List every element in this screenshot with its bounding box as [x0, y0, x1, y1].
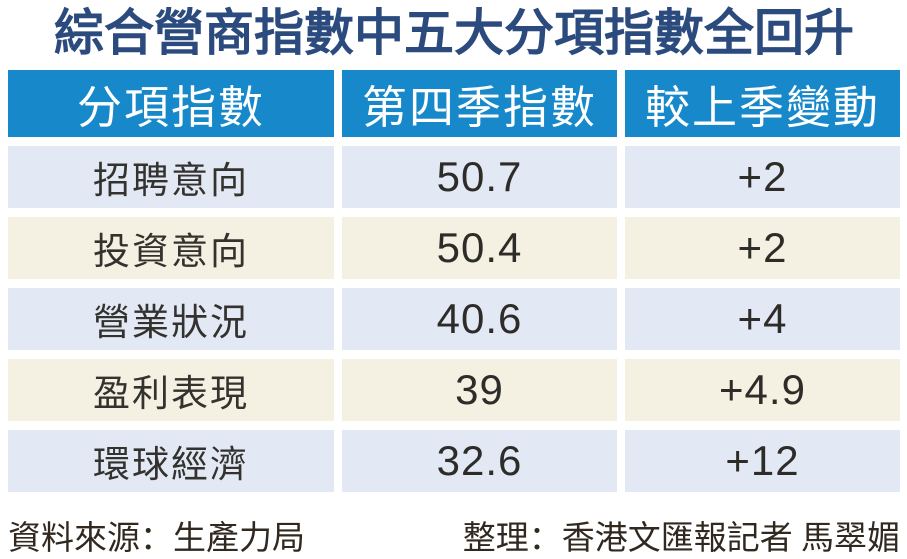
row-1-category: 招聘意向 — [8, 146, 334, 208]
footer-source: 資料來源：生產力局 — [8, 521, 305, 557]
row-2-category: 投資意向 — [8, 217, 334, 279]
row-5-qoq-change: +12 — [625, 430, 900, 492]
row-3-q4-index: 40.6 — [342, 288, 617, 350]
column-header-qoq-change: 較上季變動 — [625, 70, 900, 137]
row-4-category: 盈利表現 — [8, 359, 334, 421]
footer: 資料來源：生產力局 整理：香港文匯報記者 馬翠媚 — [8, 511, 900, 559]
page-title: 綜合營商指數中五大分項指數全回升 — [54, 5, 854, 61]
row-2-qoq-change: +2 — [625, 217, 900, 279]
row-1-q4-index: 50.7 — [342, 146, 617, 208]
row-5-q4-index: 32.6 — [342, 430, 617, 492]
business-index-table: 分項指數 第四季指數 較上季變動 招聘意向 50.7 +2 投資意向 50.4 … — [8, 70, 900, 492]
footer-credit: 整理：香港文匯報記者 馬翠媚 — [462, 521, 900, 557]
row-2-q4-index: 50.4 — [342, 217, 617, 279]
row-1-qoq-change: +2 — [625, 146, 900, 208]
column-header-q4-index: 第四季指數 — [342, 70, 617, 137]
row-5-category: 環球經濟 — [8, 430, 334, 492]
column-header-subindex: 分項指數 — [8, 70, 334, 137]
row-3-category: 營業狀況 — [8, 288, 334, 350]
row-3-qoq-change: +4 — [625, 288, 900, 350]
row-4-q4-index: 39 — [342, 359, 617, 421]
row-4-qoq-change: +4.9 — [625, 359, 900, 421]
